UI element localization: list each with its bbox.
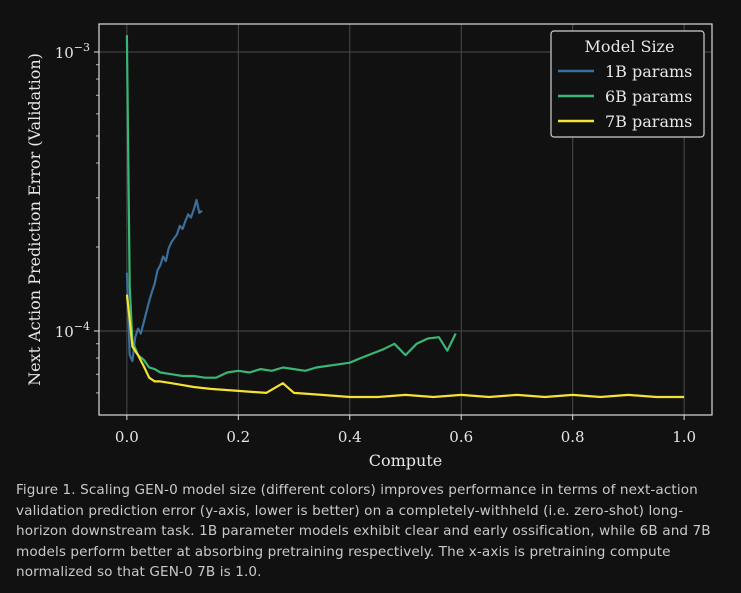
legend-box	[550, 30, 705, 138]
series-line-1b	[125, 198, 203, 363]
x-tick-label: 0.0	[115, 428, 139, 446]
legend-title: Model Size	[585, 37, 675, 56]
legend: Model Size 1B params 6B params 7B params	[550, 30, 705, 138]
x-axis-label: Compute	[369, 451, 443, 470]
series-line-6b	[125, 35, 457, 379]
chart-svg: 0.0 0.2 0.4 0.6 0.8 1.0 10−3 10−4 Compute Next Ac…	[25, 23, 713, 470]
x-tick-label: 0.8	[561, 428, 585, 446]
chart-area: 0.0 0.2 0.4 0.6 0.8 1.0 10−3 10−4 Compute Next Ac…	[25, 23, 713, 470]
x-tick-label: 0.6	[449, 428, 473, 446]
legend-label: 7B params	[605, 112, 692, 131]
x-tick-label: 0.2	[226, 428, 250, 446]
y-axis-label: Next Action Prediction Error (Validation…	[25, 53, 44, 386]
series-line-7b	[125, 294, 685, 399]
legend-label: 6B params	[605, 87, 692, 106]
plot-frame	[98, 23, 713, 416]
y-tick-label: 10−4	[55, 320, 90, 341]
y-tick-label: 10−3	[55, 41, 90, 62]
figure-caption: Figure 1. Scaling GEN-0 model size (diff…	[16, 482, 711, 580]
legend-label: 1B params	[605, 62, 692, 81]
x-tick-label: 0.4	[338, 428, 362, 446]
x-tick-label: 1.0	[672, 428, 696, 446]
